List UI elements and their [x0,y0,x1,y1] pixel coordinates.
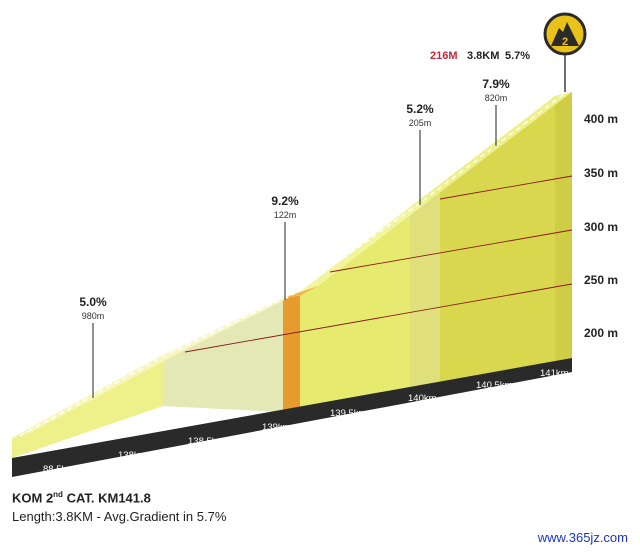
side-face-7 [555,92,572,368]
segment-gradient: 9.2% [271,194,299,208]
km-label: 88.5km [43,464,74,475]
segment-callout: 5.2% 205m [406,102,434,205]
segment-distance: 205m [409,118,432,128]
footer-title-suffix: CAT. KM141.8 [62,490,151,506]
site-watermark: www.365jz.com [537,530,628,545]
altitude-label: 200 m [584,326,618,340]
altitude-label: 350 m [584,166,618,180]
altitude-axis: 200 m 250 m 300 m 350 m 400 m [584,112,618,340]
segment-gradient: 5.0% [79,295,107,309]
altitude-label: 300 m [584,220,618,234]
mountain-icon [551,22,579,46]
climb-profile-chart: 200 m 250 m 300 m 350 m 400 m 88.5km 138… [12,12,618,477]
top-surface-2 [163,292,300,355]
segment-distance: 980m [82,311,105,321]
segment-distance: 820m [485,93,508,103]
segment-gradient: 5.2% [406,102,434,116]
footer-length: Length:3.8KM - Avg.Gradient in 5.7% [12,509,227,525]
segment-distance: 122m [274,210,297,220]
altitude-label: 400 m [584,112,618,126]
km-label: 140.5km [476,380,513,391]
km-label: 141km [540,368,569,379]
distance-strip [12,358,572,477]
altitude-lines [184,175,573,353]
segment-callout: 9.2% 122m [271,194,299,300]
ridge-dashes [19,93,565,437]
side-face-4 [300,207,410,408]
segment-gradient: 7.9% [482,77,510,91]
summary-elevation: 216M [430,50,458,62]
badge-number: 2 [562,36,568,48]
altitude-label: 250 m [584,273,618,287]
altitude-line-250 [184,283,573,353]
profile-side-faces [12,92,572,458]
side-face-6 [440,96,555,385]
side-face-3 [283,292,300,412]
footer-title-sup: nd [53,490,63,499]
segment-callout: 5.0% 980m [79,295,107,398]
km-label: 140km [408,393,437,404]
km-label: 139.5km [330,408,367,419]
km-label: 139km [262,422,291,433]
climb-summary: 216M 3.8KM 5.7% [430,50,530,62]
summary-length: 3.8KM [467,50,499,62]
side-face-5 [410,190,440,389]
footer-title-prefix: KOM 2 [12,490,54,506]
altitude-line-350 [439,175,573,200]
side-face-2 [163,298,283,412]
km-label: 138.5km [188,436,225,447]
footer-title: KOM 2nd CAT. KM141.8 [12,485,226,507]
climb-footer: KOM 2nd CAT. KM141.8 Length:3.8KM - Avg.… [12,485,226,526]
category-badge: 2 [543,12,587,56]
segment-callout: 7.9% 820m [482,77,510,146]
km-label: 138km [118,450,147,461]
top-surface-4 [300,200,430,292]
distance-axis: 88.5km 138km 138.5km 139km 139.5km 140km… [43,368,569,475]
altitude-line-300 [329,229,573,273]
summary-gradient: 5.7% [505,50,530,62]
